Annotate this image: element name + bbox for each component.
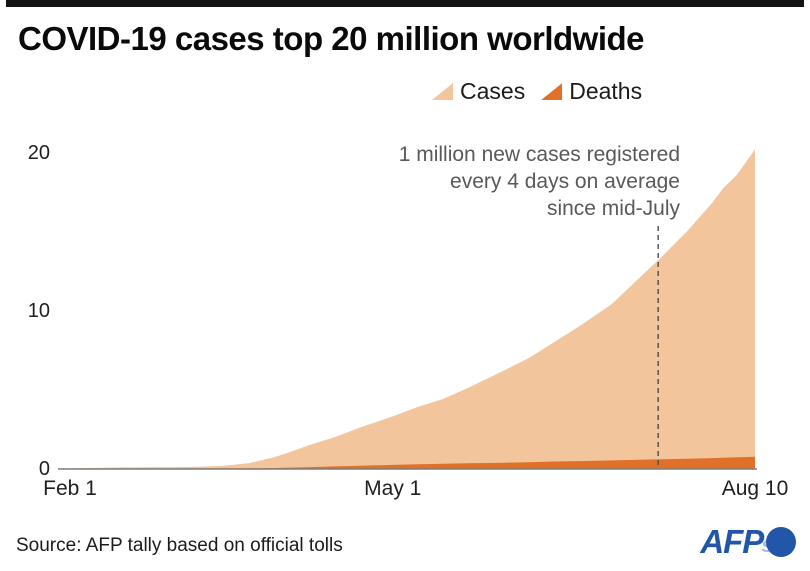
y-tick-20: 20 (27, 141, 50, 164)
top-accent-bar (6, 0, 804, 7)
chart-legend: Cases Deaths (432, 78, 642, 105)
source-credit: Source: AFP tally based on official toll… (16, 535, 343, 556)
legend-label-cases: Cases (460, 78, 526, 104)
y-tick-0: 0 (38, 457, 50, 480)
annotation-line-1: 1 million new cases registered (398, 143, 680, 166)
y-tick-10: 10 (27, 299, 50, 322)
area-cases (58, 149, 755, 469)
afp-logo-text: AFP (700, 523, 764, 560)
afp-globe-icon (766, 527, 796, 557)
afp-logo: AFP s (700, 523, 796, 560)
legend-label-deaths: Deaths (569, 78, 643, 104)
page-title: COVID-19 cases top 20 million worldwide (18, 20, 645, 57)
chart-annotation: 1 million new cases registered every 4 d… (399, 141, 680, 222)
x-tick-feb1: Feb 1 (43, 477, 97, 500)
area-deaths (58, 456, 755, 469)
x-tick-aug10: Aug 10 (721, 477, 789, 500)
legend-item-cases: Cases (432, 78, 525, 105)
x-tick-may1: May 1 (364, 477, 422, 500)
annotation-line-2: every 4 days on average (450, 170, 680, 193)
annotation-line-3: since mid-July (546, 197, 680, 220)
legend-item-deaths: Deaths (541, 78, 642, 105)
